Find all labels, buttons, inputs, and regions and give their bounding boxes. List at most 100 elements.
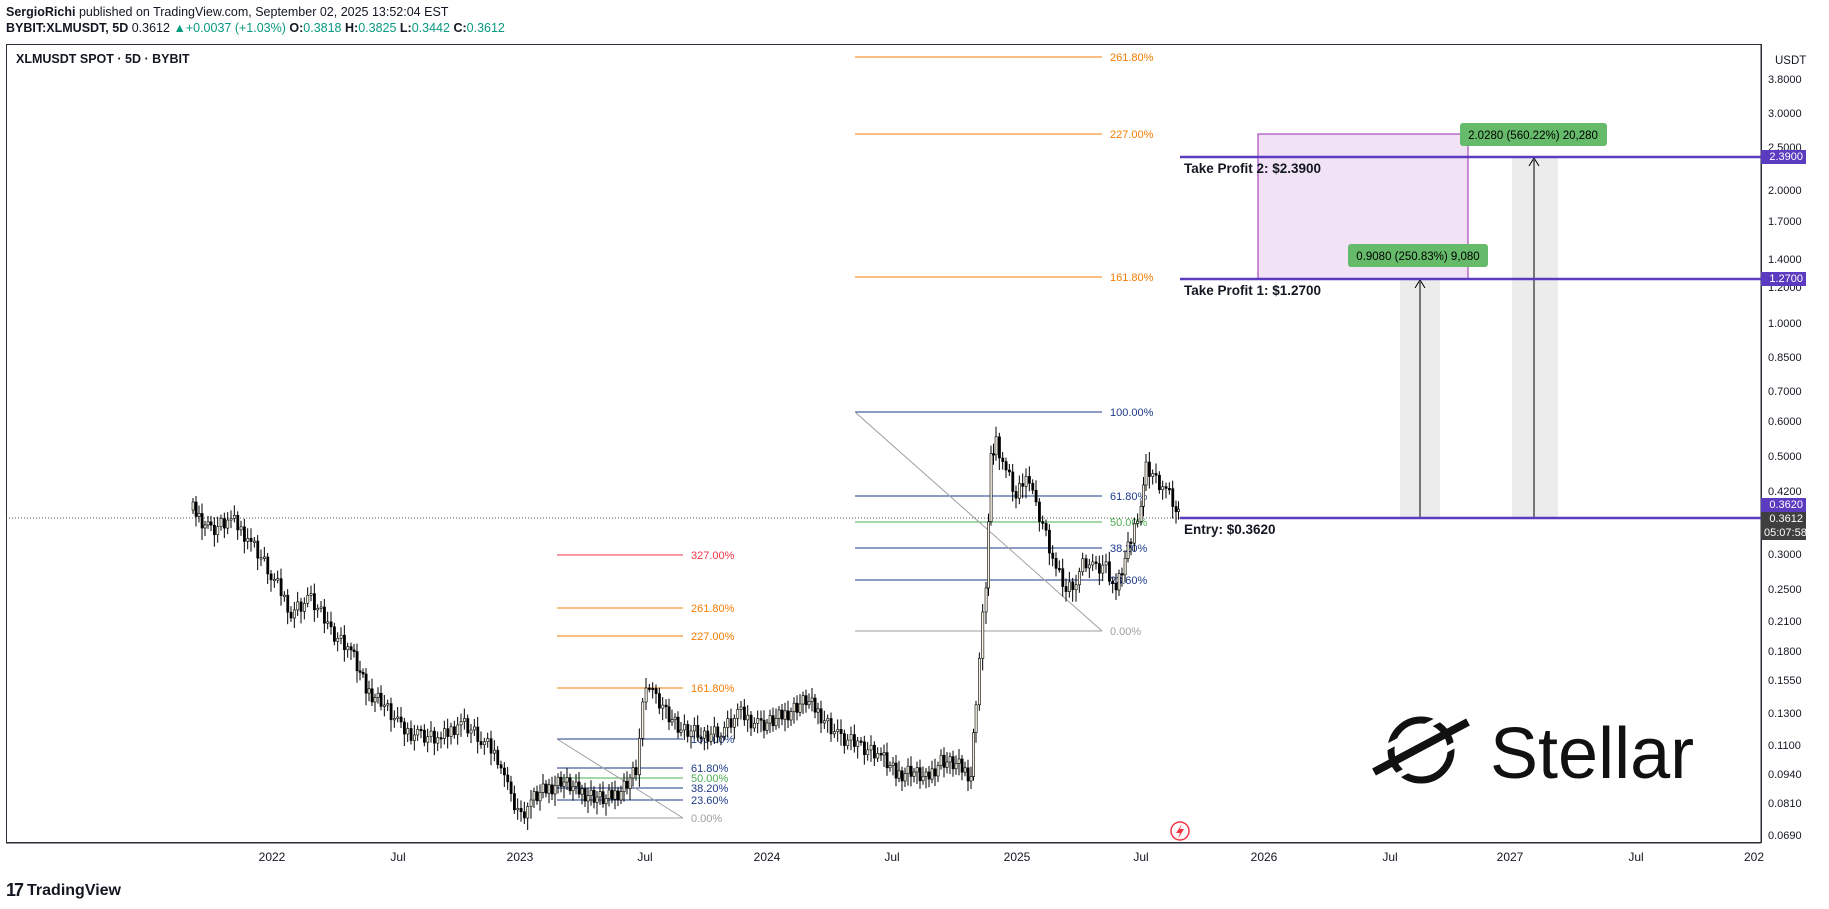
candle-body — [1098, 563, 1101, 574]
candle-body — [1101, 564, 1105, 574]
candle-body — [1164, 486, 1168, 489]
author-name[interactable]: SergioRichi — [6, 5, 76, 19]
candle-body — [352, 649, 356, 652]
candle-body — [370, 688, 374, 703]
candle-body — [716, 726, 720, 738]
candle-body — [1008, 469, 1011, 473]
candle-body — [836, 729, 840, 732]
time-axis-tick: 202 — [1743, 850, 1765, 864]
candle-body — [686, 724, 690, 737]
price-axis-tick: 0.1550 — [1768, 675, 1802, 687]
candle-body — [203, 524, 207, 529]
candle-body — [1142, 484, 1146, 507]
lightning-icon[interactable] — [1170, 821, 1190, 841]
candle-body — [839, 729, 843, 734]
bar-countdown: 05:07:58 — [1761, 526, 1807, 540]
candle-body — [1041, 521, 1045, 524]
candle-body — [1139, 506, 1143, 522]
candle-body — [942, 754, 946, 768]
candle-body — [625, 780, 629, 789]
currency-unit[interactable]: USDT — [1775, 55, 1807, 67]
fib-extension-large[interactable]: 261.80% 227.00% 161.80% 100.00% 61.80% 5… — [854, 52, 1154, 638]
candle-body — [648, 687, 651, 690]
candle-body — [289, 611, 293, 619]
candle-body — [376, 692, 380, 698]
candle-body — [723, 727, 726, 737]
candle-body — [583, 788, 587, 802]
candle-body — [358, 670, 362, 673]
candle-body — [429, 730, 433, 737]
candle-body — [249, 537, 253, 542]
take-profit-1-label[interactable]: Take Profit 1: $1.2700 — [1184, 283, 1321, 298]
candle-body — [200, 513, 204, 529]
up-triangle-icon: ▲ — [173, 21, 186, 35]
candle-body — [565, 777, 569, 783]
svg-text:61.80%: 61.80% — [1110, 491, 1148, 503]
candle-body — [786, 710, 790, 721]
price-axis-tick: 0.2100 — [1768, 616, 1802, 628]
candle-body — [519, 808, 523, 813]
candle-body — [574, 781, 578, 787]
take-profit-2-label[interactable]: Take Profit 2: $2.3900 — [1184, 161, 1321, 176]
candle-body — [309, 593, 313, 596]
candle-body — [774, 718, 778, 727]
candle-body — [879, 753, 883, 756]
candle-body — [409, 728, 413, 741]
candle-body — [299, 601, 303, 612]
candle-body — [336, 637, 340, 642]
candle-body — [978, 658, 981, 706]
candle-body — [987, 521, 991, 589]
candle-body — [807, 701, 811, 706]
price-axis-tick: 2.0000 — [1768, 185, 1802, 197]
candle-body — [863, 741, 866, 755]
take-profit-2-price-tag: 2.3900 — [1761, 150, 1806, 164]
candle-body — [229, 518, 233, 521]
time-axis-tick: Jul — [1382, 850, 1398, 864]
candle-body — [604, 798, 608, 805]
candle-body — [413, 734, 416, 741]
fib-extension-small[interactable]: 327.00% 261.80% 227.00% 161.80% 100.00% … — [556, 550, 735, 825]
candle-body — [306, 594, 310, 604]
candle-body — [283, 594, 286, 597]
candle-body — [951, 756, 955, 770]
candle-body — [1104, 561, 1108, 566]
candle-body — [927, 771, 931, 780]
time-axis-tick: Jul — [1628, 850, 1644, 864]
candle-body — [765, 722, 769, 731]
time-axis-tick: Jul — [884, 850, 900, 864]
candle-body — [719, 736, 723, 739]
candlestick-series[interactable] — [191, 426, 1181, 830]
candle-body — [547, 784, 551, 794]
svg-text:0.00%: 0.00% — [1110, 626, 1141, 638]
tradingview-logo[interactable]: 17 TradingView — [6, 880, 121, 901]
candle-body — [209, 521, 213, 526]
candle-body — [483, 741, 486, 746]
candle-body — [661, 704, 665, 709]
candle-body — [699, 737, 703, 740]
stellar-wordmark: Stellar — [1490, 714, 1694, 794]
candle-body — [426, 736, 430, 743]
candle-body — [1018, 483, 1021, 499]
candle-body — [984, 587, 988, 613]
candle-body — [361, 672, 365, 675]
candle-body — [641, 701, 645, 739]
price-axis-tick: 0.7000 — [1768, 386, 1802, 398]
candle-body — [367, 688, 371, 694]
candle-body — [423, 729, 426, 743]
symbol-interval[interactable]: BYBIT:XLMUSDT, 5D — [6, 21, 129, 35]
candle-body — [998, 436, 1001, 459]
candle-body — [246, 537, 250, 542]
candle-body — [939, 754, 943, 766]
candle-body — [885, 752, 889, 769]
svg-text:0.00%: 0.00% — [691, 813, 722, 825]
svg-text:327.00%: 327.00% — [691, 550, 735, 562]
price-axis-tick: 0.8500 — [1768, 352, 1802, 364]
high-label: H: — [344, 21, 359, 35]
candle-body — [436, 737, 440, 744]
entry-label[interactable]: Entry: $0.3620 — [1184, 522, 1276, 537]
candle-body — [206, 521, 210, 526]
candle-body — [236, 515, 240, 531]
candle-body — [607, 789, 611, 799]
candle-body — [1151, 473, 1155, 477]
